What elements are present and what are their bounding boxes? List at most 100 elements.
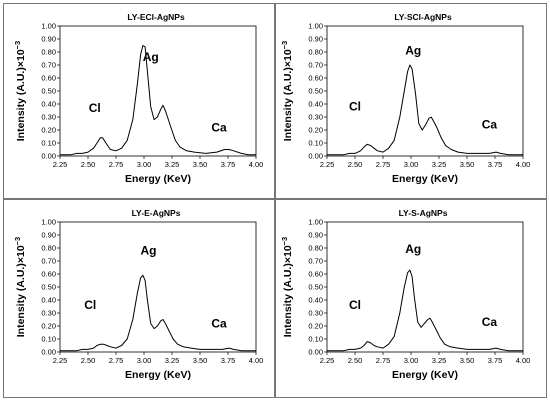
y-axis-label: Intensity (A.U.)×10−3 (280, 41, 294, 141)
y-axis-label-exponent: −3 (13, 237, 22, 246)
y-tick-label: 0.60 (41, 270, 56, 279)
x-tick-label: 3.75 (221, 160, 236, 169)
y-tick-label: 0.50 (41, 87, 56, 96)
y-tick-label: 0.40 (41, 100, 56, 109)
peak-label-ag: Ag (143, 50, 159, 64)
y-axis-label: Intensity (A.U.)×10−3 (13, 41, 27, 141)
x-tick-label: 3.00 (404, 160, 419, 169)
y-tick-label: 0.70 (308, 61, 323, 70)
y-tick-label: 0.40 (41, 296, 56, 305)
x-tick-label: 2.50 (348, 356, 363, 365)
spectrum-line (327, 64, 523, 156)
y-tick-label: 0.00 (41, 152, 56, 161)
y-tick-label: 0.30 (308, 113, 323, 122)
y-tick-label: 0.30 (41, 113, 56, 122)
y-tick-label: 0.50 (41, 283, 56, 292)
chart-panel-1: LY-ECl-AgNPs 0.00 0.10 0.20 0.30 0.40 0.50 0.60… (3, 3, 275, 199)
y-tick-label: 0.90 (41, 231, 56, 240)
x-tick-label: 3.00 (137, 160, 152, 169)
panel-frame (3, 3, 275, 199)
y-axis-label-main: Intensity (A.U.)×10 (282, 245, 294, 337)
y-tick-label: 0.60 (308, 270, 323, 279)
x-tick-label: 2.50 (348, 160, 363, 169)
x-tick-label: 3.75 (488, 356, 503, 365)
y-tick-label: 0.10 (41, 139, 56, 148)
chart-panel-4: LY-S-AgNPs 0.00 0.10 0.20 0.30 0.40 0.50 0.60 0.… (275, 199, 547, 398)
plot-area (59, 25, 257, 157)
y-tick-label: 0.70 (308, 257, 323, 266)
chart-panel-2: LY-SCl-AgNPs 0.00 0.10 0.20 0.30 0.40 0.50 0.60… (275, 3, 547, 199)
y-tick-label: 1.00 (308, 22, 323, 31)
x-tick-label: 3.00 (137, 356, 152, 365)
peak-label-ca: Ca (482, 315, 498, 329)
plot-area (326, 221, 524, 353)
x-axis-label: Energy (KeV) (125, 173, 191, 185)
y-axis-label-main: Intensity (A.U.)×10 (15, 245, 27, 337)
x-tick-label: 3.50 (460, 356, 475, 365)
y-tick-label: 0.80 (308, 244, 323, 253)
y-tick-label: 0.90 (41, 35, 56, 44)
plot-area (326, 25, 524, 157)
x-tick-label: 4.00 (249, 356, 264, 365)
x-tick-label: 2.75 (376, 160, 391, 169)
y-tick-label: 0.50 (308, 87, 323, 96)
x-tick-label: 4.00 (516, 160, 531, 169)
x-tick-label: 2.25 (53, 160, 68, 169)
peak-label-ag: Ag (405, 242, 421, 256)
peak-label-ag: Ag (405, 44, 421, 58)
y-tick-label: 0.80 (41, 244, 56, 253)
x-tick-label: 3.25 (165, 160, 180, 169)
y-tick-label: 0.20 (308, 322, 323, 331)
x-tick-label: 4.00 (516, 356, 531, 365)
y-tick-label: 0.20 (41, 322, 56, 331)
y-axis-label: Intensity (A.U.)×10−3 (13, 237, 27, 337)
panel-frame (275, 199, 547, 398)
x-tick-label: 2.25 (320, 160, 335, 169)
y-tick-label: 0.70 (41, 257, 56, 266)
y-axis-label-exponent: −3 (13, 41, 22, 50)
x-axis-label: Energy (KeV) (125, 369, 191, 381)
y-axis-label: Intensity (A.U.)×10−3 (280, 237, 294, 337)
plot-area (59, 221, 257, 353)
y-tick-label: 0.80 (41, 48, 56, 57)
y-tick-label: 0.80 (308, 48, 323, 57)
x-tick-label: 3.75 (221, 356, 236, 365)
peak-label-ca: Ca (211, 316, 227, 330)
x-tick-label: 3.25 (432, 160, 447, 169)
y-tick-label: 0.40 (308, 296, 323, 305)
y-tick-label: 0.40 (308, 100, 323, 109)
x-axis-label: Energy (KeV) (392, 369, 458, 381)
peak-label-cl: Cl (349, 100, 361, 114)
y-tick-label: 0.60 (308, 74, 323, 83)
y-tick-label: 0.10 (308, 335, 323, 344)
y-axis-label-main: Intensity (A.U.)×10 (15, 49, 27, 141)
y-tick-label: 0.50 (308, 283, 323, 292)
y-tick-label: 1.00 (41, 218, 56, 227)
y-tick-label: 0.00 (308, 348, 323, 357)
x-tick-label: 2.75 (109, 356, 124, 365)
peak-label-ag: Ag (140, 244, 156, 258)
y-tick-label: 0.10 (308, 139, 323, 148)
y-tick-label: 0.90 (308, 35, 323, 44)
x-tick-label: 2.75 (109, 160, 124, 169)
y-tick-label: 0.00 (308, 152, 323, 161)
y-tick-label: 0.10 (41, 335, 56, 344)
x-tick-label: 3.50 (193, 356, 208, 365)
y-tick-label: 0.20 (41, 126, 56, 135)
chart-title: LY-ECl-AgNPs (127, 12, 185, 22)
y-tick-label: 1.00 (308, 218, 323, 227)
x-tick-label: 3.25 (432, 356, 447, 365)
y-tick-label: 0.60 (41, 74, 56, 83)
panel-frame (275, 3, 547, 199)
y-axis-label-main: Intensity (A.U.)×10 (282, 49, 294, 141)
spectrum-line (60, 274, 256, 352)
x-tick-label: 3.50 (460, 160, 475, 169)
y-tick-label: 0.30 (308, 309, 323, 318)
peak-label-cl: Cl (349, 298, 361, 312)
x-tick-label: 3.50 (193, 160, 208, 169)
y-tick-label: 0.70 (41, 61, 56, 70)
peak-label-cl: Cl (89, 101, 101, 115)
spectrum-line (327, 269, 523, 352)
